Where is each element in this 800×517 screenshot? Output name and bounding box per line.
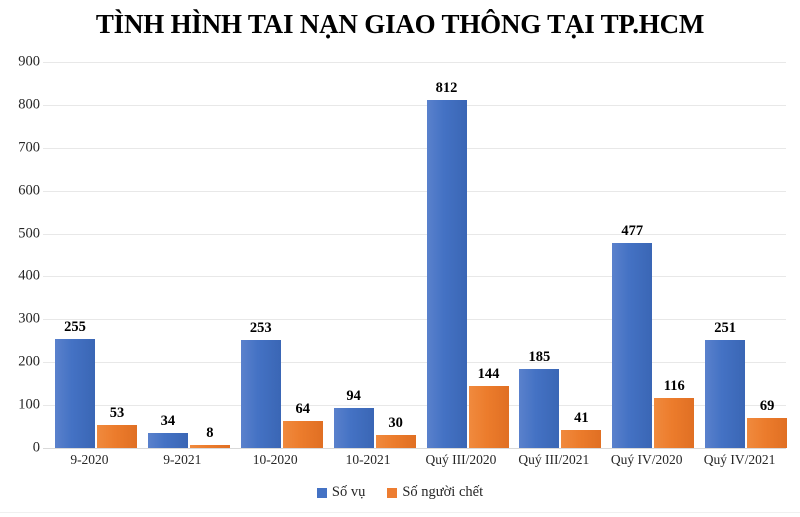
bar-value-label: 144 bbox=[477, 366, 500, 383]
bar-value-label: 53 bbox=[109, 405, 125, 422]
x-axis-tick: 9-2020 bbox=[70, 452, 109, 467]
bar[interactable]: 8 bbox=[189, 425, 230, 448]
gridline-400 bbox=[43, 276, 786, 278]
plot-area bbox=[43, 62, 786, 449]
bar-value-label: 34 bbox=[160, 413, 176, 430]
bar[interactable]: 251 bbox=[705, 320, 746, 448]
legend-swatch-icon bbox=[316, 487, 327, 498]
y-axis-tick-700: 700 bbox=[18, 139, 40, 156]
bar[interactable]: 53 bbox=[97, 405, 137, 448]
legend-entry[interactable]: Số người chết bbox=[387, 484, 483, 501]
bar[interactable]: 41 bbox=[561, 410, 602, 448]
y-axis-tick-900: 900 bbox=[18, 53, 40, 70]
bar-series-layer: 255 53 34 8 253 64 94 30 812 144 185 41 477 116 251 69 bbox=[43, 62, 788, 448]
x-axis-tick: 10-2021 bbox=[345, 452, 391, 467]
chart-title: TÌNH HÌNH TAI NẠN GIAO THÔNG TẠI TP.HCM bbox=[95, 9, 705, 39]
bar-group: 251 69 bbox=[693, 62, 788, 448]
x-axis-tick: Quý III/2021 bbox=[518, 452, 590, 467]
bar[interactable]: 64 bbox=[282, 401, 323, 448]
bar-group: 812 144 bbox=[415, 62, 509, 448]
legend-label: Số vụ bbox=[331, 484, 366, 500]
bar[interactable]: 477 bbox=[612, 223, 653, 448]
bar-value-label: 251 bbox=[714, 320, 736, 337]
bar[interactable]: 255 bbox=[55, 319, 95, 448]
x-axis-tick: 10-2020 bbox=[252, 452, 298, 467]
gridline-700 bbox=[43, 147, 786, 149]
bar[interactable]: 144 bbox=[468, 366, 509, 448]
bar-value-label: 812 bbox=[435, 79, 458, 96]
y-axis-tick-500: 500 bbox=[18, 225, 40, 242]
bar-value-label: 8 bbox=[206, 424, 214, 441]
y-axis: 900 800 700 600 500 400 300 200 100 0 bbox=[0, 54, 40, 456]
bar[interactable]: 30 bbox=[375, 415, 416, 448]
x-axis-tick: Quý IV/2020 bbox=[610, 452, 683, 467]
x-axis-tick: Quý III/2020 bbox=[425, 452, 497, 467]
y-axis-tick-100: 100 bbox=[18, 396, 40, 413]
bar[interactable]: 253 bbox=[240, 320, 281, 448]
bar-group: 477 116 bbox=[600, 62, 695, 448]
bar-group: 34 8 bbox=[136, 62, 230, 448]
y-axis-tick-400: 400 bbox=[18, 267, 40, 284]
bar-value-label: 477 bbox=[621, 223, 644, 240]
footer-rule bbox=[0, 512, 800, 513]
bar[interactable]: 69 bbox=[747, 398, 788, 448]
bar-value-label: 41 bbox=[574, 410, 589, 427]
gridline-600 bbox=[43, 190, 786, 192]
bar[interactable]: 812 bbox=[426, 80, 467, 448]
bar[interactable]: 185 bbox=[519, 349, 560, 448]
y-axis-tick-300: 300 bbox=[18, 310, 40, 327]
legend-entry[interactable]: Số vụ bbox=[316, 484, 366, 501]
x-axis-tick: 9-2021 bbox=[163, 452, 202, 467]
bar-value-label: 255 bbox=[64, 318, 86, 335]
x-axis: 9-2020 9-2021 10-2020 10-2021 Quý III/2020 Qu… bbox=[43, 452, 786, 476]
gridline-800 bbox=[43, 104, 786, 106]
bar-value-label: 94 bbox=[346, 387, 361, 404]
gridline-100 bbox=[43, 405, 786, 407]
gridline-900 bbox=[43, 62, 786, 63]
bar-value-label: 253 bbox=[249, 319, 272, 336]
gridline-500 bbox=[43, 233, 786, 235]
y-axis-tick-600: 600 bbox=[18, 182, 40, 199]
gridline-300 bbox=[43, 319, 786, 321]
bar-value-label: 69 bbox=[759, 398, 775, 415]
bar-group: 94 30 bbox=[322, 62, 416, 448]
y-axis-tick-0: 0 bbox=[32, 439, 40, 456]
x-axis-tick: Quý IV/2021 bbox=[703, 452, 776, 467]
legend-swatch-icon bbox=[387, 487, 398, 498]
bar-value-label: 30 bbox=[388, 415, 403, 432]
gridline-200 bbox=[43, 362, 786, 364]
gridline-0 bbox=[43, 448, 786, 449]
bar[interactable]: 34 bbox=[147, 413, 188, 448]
bar[interactable]: 116 bbox=[654, 378, 695, 448]
y-axis-tick-200: 200 bbox=[18, 353, 40, 370]
bar-group: 255 53 bbox=[43, 62, 137, 448]
bar-value-label: 64 bbox=[295, 400, 311, 417]
bar-group: 253 64 bbox=[229, 62, 323, 448]
legend-label: Số người chết bbox=[402, 484, 484, 500]
chart-legend: Số vụ Số người chết bbox=[0, 484, 800, 501]
bar[interactable]: 94 bbox=[333, 388, 374, 448]
bar-value-label: 116 bbox=[663, 378, 685, 395]
y-axis-tick-800: 800 bbox=[18, 96, 40, 113]
bar-value-label: 185 bbox=[528, 348, 551, 365]
bar-group: 185 41 bbox=[507, 62, 602, 448]
